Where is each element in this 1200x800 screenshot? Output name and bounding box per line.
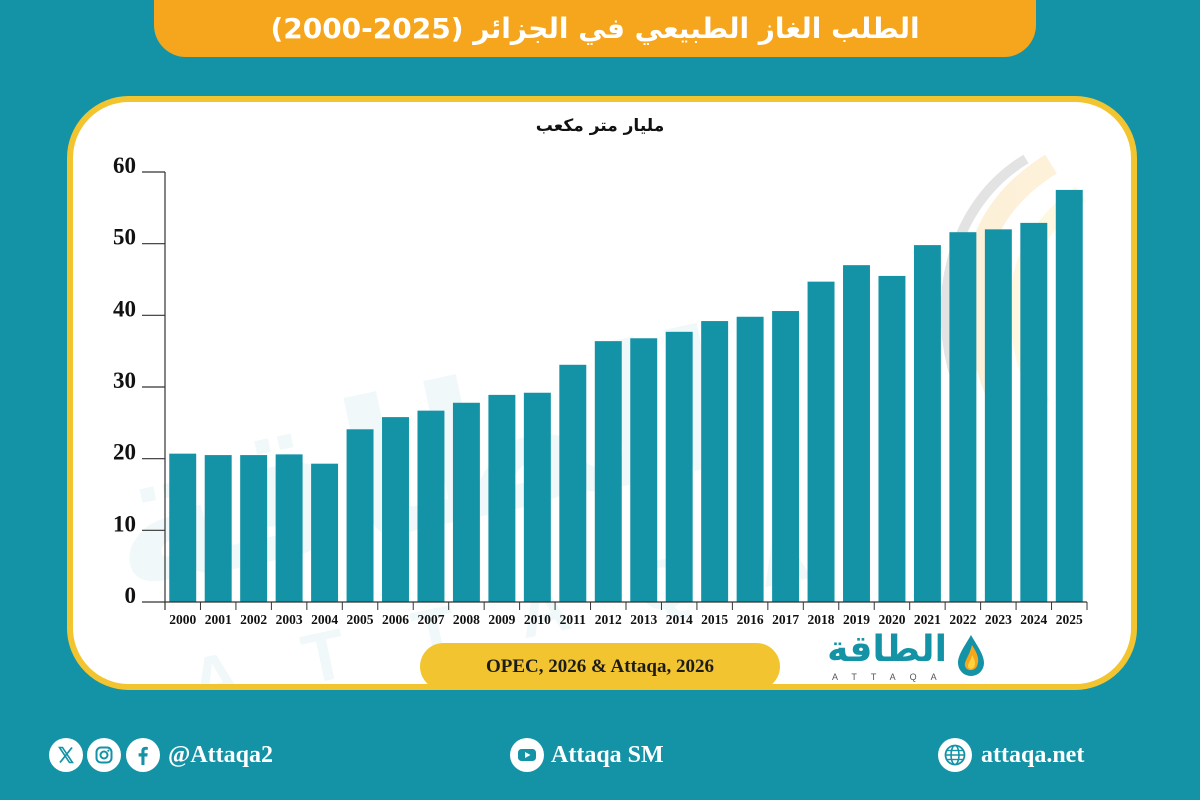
bar-2007 [417, 410, 445, 602]
bar-2000 [169, 453, 197, 602]
bar-2004 [311, 463, 339, 602]
bar-2021 [913, 245, 941, 602]
bar-2010 [523, 392, 551, 602]
youtube-channel-label: Attaqa SM [551, 742, 664, 768]
title-banner: الطلب الغاز الطبيعي في الجزائر (2025-200… [154, 0, 1036, 57]
bar-2005 [346, 429, 374, 602]
x-tick-label: 2005 [347, 612, 374, 627]
bar-2016 [736, 316, 764, 602]
x-tick-label: 2013 [630, 612, 657, 627]
facebook-icon [126, 738, 160, 772]
globe-icon [938, 738, 972, 772]
bar-2008 [452, 402, 480, 602]
x-tick-label: 2017 [772, 612, 799, 627]
bar-chart: 0 10 20 30 40 50 60 2000 2001 2002 2003 2004 2005 200… [113, 153, 1088, 627]
social-handle: @Attaqa2 [168, 742, 273, 768]
bar-2022 [949, 232, 977, 602]
y-tick-label: 30 [113, 368, 136, 393]
x-tick-label: 2008 [453, 612, 480, 627]
logo-arabic-text: الطاقة [827, 629, 947, 670]
x-tick-label: 2000 [169, 612, 196, 627]
x-tick-label: 2009 [488, 612, 515, 627]
x-tick-label: 2024 [1020, 612, 1047, 627]
x-tick-label: 2015 [701, 612, 728, 627]
x-tick-label: 2011 [560, 612, 587, 627]
x-tick-label: 2025 [1056, 612, 1083, 627]
bar-2023 [984, 229, 1012, 602]
x-tick-label: 2001 [205, 612, 232, 627]
youtube-icon [510, 738, 544, 772]
x-tick-label: 2019 [843, 612, 870, 627]
x-tick-label: 2018 [808, 612, 835, 627]
y-tick-label: 0 [125, 583, 137, 608]
bar-2013 [630, 338, 658, 602]
bar-2002 [240, 455, 268, 602]
bar-2009 [488, 394, 516, 602]
x-tick-label: 2021 [914, 612, 941, 627]
bar-2018 [807, 281, 835, 602]
bar-2001 [204, 455, 232, 602]
x-tick-label: 2006 [382, 612, 409, 627]
bar-2011 [559, 364, 587, 602]
y-tick-label: 50 [113, 225, 136, 250]
chart-title: الطلب الغاز الطبيعي في الجزائر (2025-200… [270, 12, 920, 45]
x-tick-label: 2023 [985, 612, 1012, 627]
x-tick-label: 2012 [595, 612, 622, 627]
bar-2019 [843, 265, 870, 602]
bar-2003 [275, 454, 303, 602]
y-tick-label: 60 [113, 153, 136, 178]
x-tick-label: 2004 [311, 612, 338, 627]
x-tick-label: 2003 [276, 612, 303, 627]
x-tick-label: 2016 [737, 612, 764, 627]
x-icon [49, 738, 83, 772]
attaqa-logo: الطاقة ATTAQA [820, 627, 990, 685]
x-tick-label: 2014 [666, 612, 693, 627]
bar-2015 [701, 321, 729, 602]
y-axis-unit-label: مليار متر مكعب [535, 116, 665, 136]
x-tick-label: 2020 [878, 612, 905, 627]
y-tick-label: 40 [113, 296, 136, 321]
bar-2017 [772, 311, 800, 602]
x-tick-label: 2002 [240, 612, 267, 627]
website-label: attaqa.net [981, 742, 1085, 768]
bar-2006 [382, 417, 409, 602]
x-tick-label: 2022 [949, 612, 976, 627]
flame-drop-icon [958, 635, 984, 676]
x-tick-label: 2010 [524, 612, 551, 627]
bar-2020 [878, 275, 906, 602]
bar-2012 [594, 341, 622, 602]
source-pill: OPEC, 2026 & Attaqa, 2026 [420, 643, 780, 690]
instagram-icon [87, 738, 121, 772]
bar-2024 [1020, 222, 1048, 602]
y-tick-label: 20 [113, 440, 136, 465]
source-text: OPEC, 2026 & Attaqa, 2026 [486, 655, 714, 677]
logo-latin-text: ATTAQA [832, 672, 951, 682]
bar-2025 [1055, 189, 1083, 602]
bar-2014 [665, 331, 693, 602]
x-tick-label: 2007 [417, 612, 444, 627]
y-tick-label: 10 [113, 511, 136, 536]
